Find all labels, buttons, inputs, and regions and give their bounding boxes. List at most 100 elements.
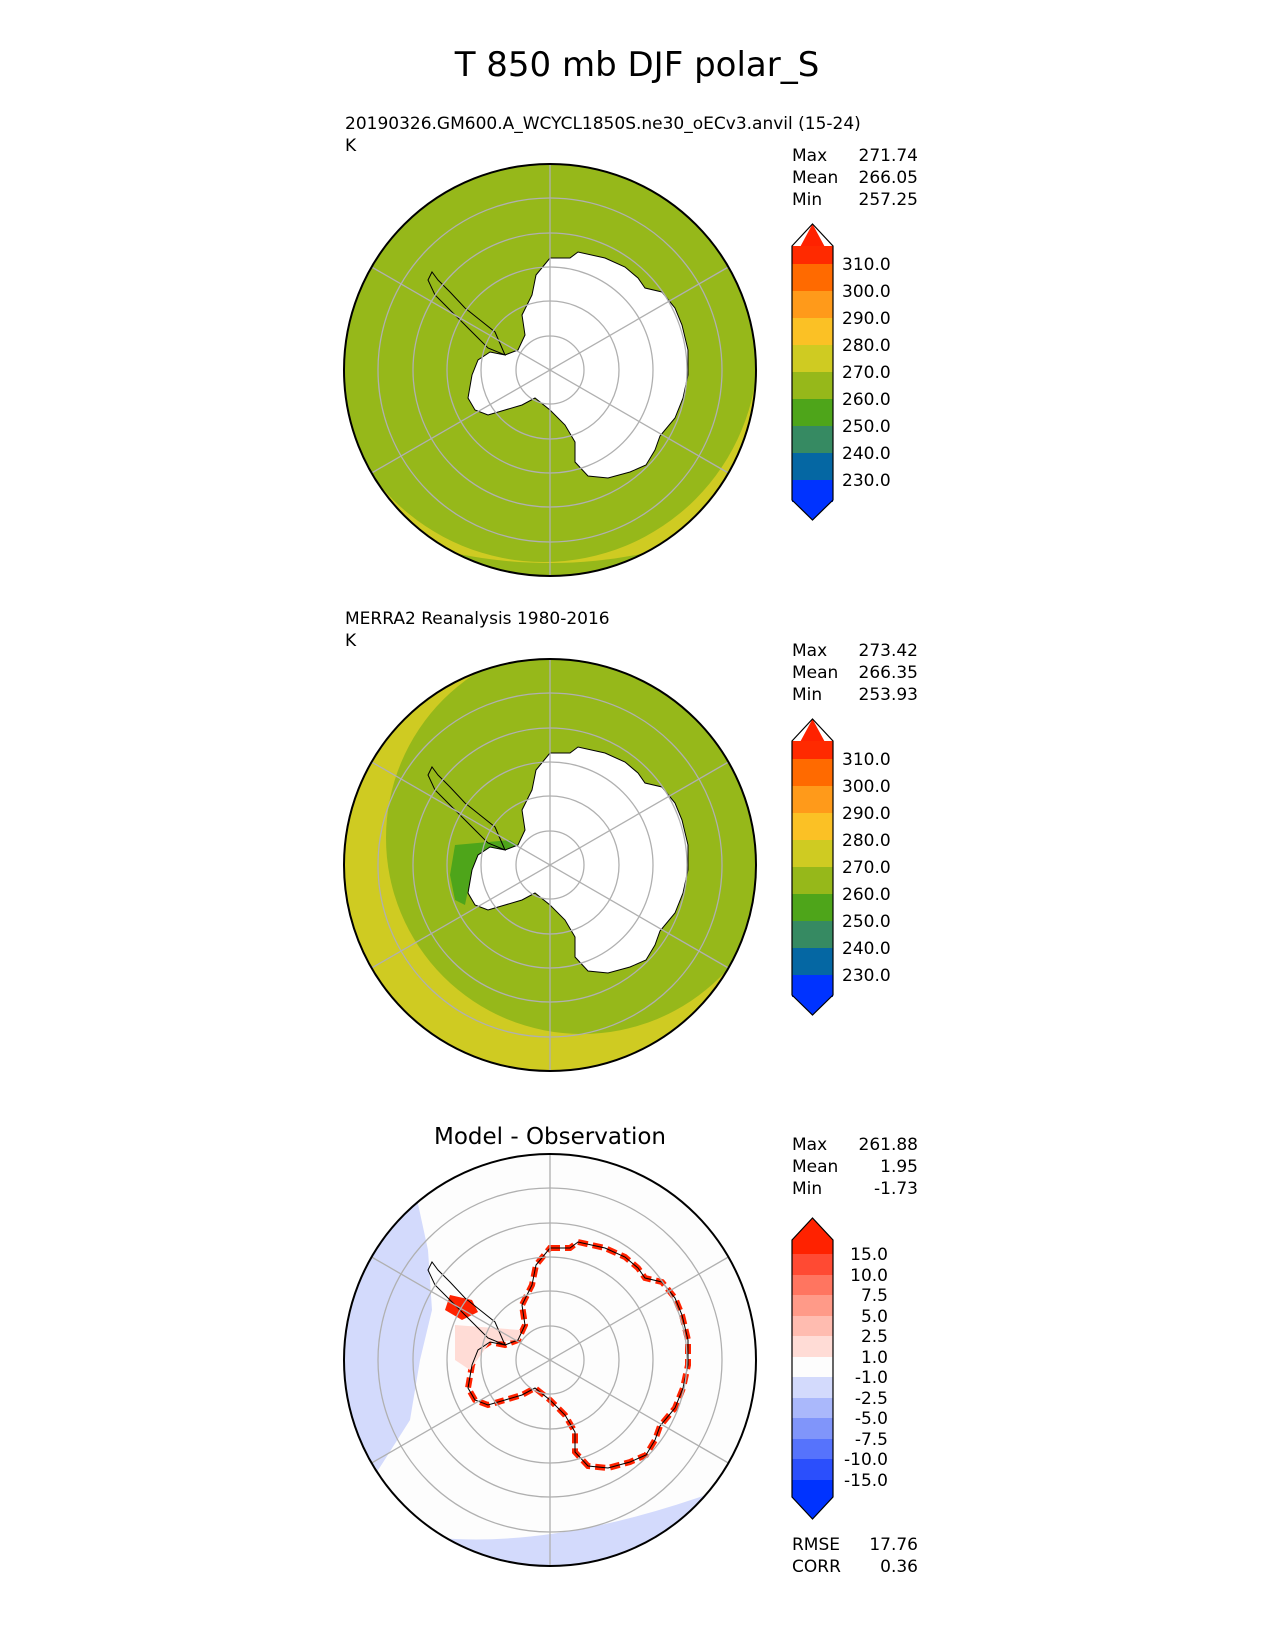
map-boundary — [343, 163, 757, 577]
map-graticule — [371, 659, 729, 1071]
colorbar-swatch — [792, 246, 833, 264]
colorbar — [791, 1217, 834, 1520]
colorbar-tick-label: 280.0 — [842, 336, 891, 356]
polar-map — [344, 164, 756, 576]
stat-label: Max — [792, 146, 827, 166]
colorbar-swatch — [792, 426, 833, 453]
colorbar-swatch — [792, 372, 833, 399]
stat-value: 1.95 — [880, 1157, 918, 1177]
colorbar-swatch — [792, 399, 833, 426]
colorbar-tick-label: 290.0 — [842, 804, 891, 824]
metric-label: RMSE — [792, 1535, 840, 1555]
panel-units: K — [345, 136, 357, 156]
polar-map — [344, 659, 756, 1071]
colorbar-tick-label: 1.0 — [861, 1348, 888, 1368]
colorbar-tick-label: 310.0 — [842, 255, 891, 275]
panel-observation: MERRA2 Reanalysis 1980-2016 K Max 273.42… — [343, 609, 918, 1072]
colorbar-swatch — [792, 318, 833, 345]
colorbar-tick-label: 250.0 — [842, 912, 891, 932]
peninsula-weak-anomaly — [455, 1325, 520, 1370]
colorbar-tick-label: 260.0 — [842, 885, 891, 905]
cool-band-south — [440, 1490, 720, 1566]
stat-label: Max — [792, 641, 827, 661]
colorbar-swatch — [792, 813, 833, 840]
colorbar-swatch — [792, 1398, 833, 1418]
map-boundary — [343, 658, 757, 1072]
colorbar-cap-bottom — [792, 1497, 833, 1519]
stat-label: Mean — [792, 663, 838, 683]
colorbar-tick-label: -15.0 — [844, 1471, 888, 1491]
stat-label: Mean — [792, 168, 838, 188]
map-graticule — [371, 1154, 729, 1566]
colorbar-swatch — [792, 1480, 833, 1498]
colorbar-tick-label: -5.0 — [855, 1409, 888, 1429]
colorbar-swatch — [792, 786, 833, 813]
polar-map — [344, 1154, 756, 1566]
figure-title: T 850 mb DJF polar_S — [454, 45, 820, 85]
colorbar-swatch — [792, 1377, 833, 1398]
map-boundary — [343, 1153, 757, 1567]
colorbar-tick-label: 15.0 — [850, 1245, 888, 1265]
colorbar-outline — [791, 1217, 834, 1520]
colorbar-tick-label: -1.0 — [855, 1368, 888, 1388]
colorbar-cap-top — [792, 719, 833, 757]
metric-value: 17.76 — [869, 1535, 918, 1555]
stat-value: 271.74 — [859, 146, 918, 166]
colorbar-ticks: 310.0 300.0 290.0 280.0 270.0 260.0 250.… — [842, 255, 891, 491]
metric-label: CORR — [792, 1557, 841, 1577]
stat-value: -1.73 — [874, 1179, 918, 1199]
stat-label: Min — [792, 685, 822, 705]
colorbar-swatch — [792, 1418, 833, 1439]
stats-box: Max 261.88 Mean 1.95 Min -1.73 — [792, 1135, 918, 1199]
colorbar-tick-label: 5.0 — [861, 1307, 888, 1327]
colorbar-tick-label: 270.0 — [842, 363, 891, 383]
colorbar-outline — [791, 718, 834, 1016]
colorbar-cap-top — [792, 224, 833, 262]
colorbar-swatch — [792, 1239, 833, 1254]
colorbar-swatch — [792, 1459, 833, 1480]
colorbar-ticks: 15.0 10.0 7.5 5.0 2.5 1.0 -1.0 -2.5 -5.0… — [844, 1245, 888, 1491]
panel-subtitle: 20190326.GM600.A_WCYCL1850S.ne30_oECv3.a… — [345, 114, 861, 134]
panel-title: Model - Observation — [434, 1124, 666, 1150]
colorbar-swatch — [792, 1439, 833, 1459]
stat-value: 273.42 — [859, 641, 918, 661]
metrics-box: RMSE 17.76 CORR 0.36 — [792, 1535, 918, 1577]
colorbar-swatch — [792, 867, 833, 894]
colorbar-swatch — [792, 345, 833, 372]
stat-label: Min — [792, 1179, 822, 1199]
colorbar-swatch — [792, 480, 833, 502]
colorbar-tick-label: 280.0 — [842, 831, 891, 851]
colorbar-swatch — [792, 1357, 833, 1377]
stat-value: 266.05 — [859, 168, 918, 188]
colorbar-tick-label: 310.0 — [842, 750, 891, 770]
colorbar-outline — [791, 223, 834, 521]
colorbar-tick-label: 2.5 — [861, 1327, 888, 1347]
colorbar-tick-label: 10.0 — [850, 1266, 888, 1286]
colorbar-tick-label: 230.0 — [842, 471, 891, 491]
colorbar-tick-label: 290.0 — [842, 309, 891, 329]
colorbar-tick-label: 300.0 — [842, 777, 891, 797]
colorbar-tick-label: 260.0 — [842, 390, 891, 410]
stat-label: Max — [792, 1135, 827, 1155]
stat-value: 253.93 — [859, 685, 918, 705]
colorbar-swatch — [792, 921, 833, 948]
stat-label: Min — [792, 190, 822, 210]
colorbar-tick-label: 240.0 — [842, 444, 891, 464]
colorbar-tick-label: -7.5 — [855, 1430, 888, 1450]
colorbar-swatch — [792, 453, 833, 480]
colorbar-swatch — [792, 1295, 833, 1316]
colorbar — [791, 718, 834, 1016]
colorbar-tick-label: 240.0 — [842, 939, 891, 959]
colorbar-tick-label: 250.0 — [842, 417, 891, 437]
colorbar-tick-label: -10.0 — [844, 1450, 888, 1470]
colorbar-tick-label: 230.0 — [842, 966, 891, 986]
stat-value: 266.35 — [859, 663, 918, 683]
colorbar-swatch — [792, 948, 833, 975]
colorbar-swatch — [792, 1336, 833, 1357]
colorbar — [791, 223, 834, 521]
panel-model: 20190326.GM600.A_WCYCL1850S.ne30_oECv3.a… — [343, 114, 918, 577]
colorbar-swatch — [792, 759, 833, 786]
panel-units: K — [345, 631, 357, 651]
map-graticule — [371, 164, 729, 576]
